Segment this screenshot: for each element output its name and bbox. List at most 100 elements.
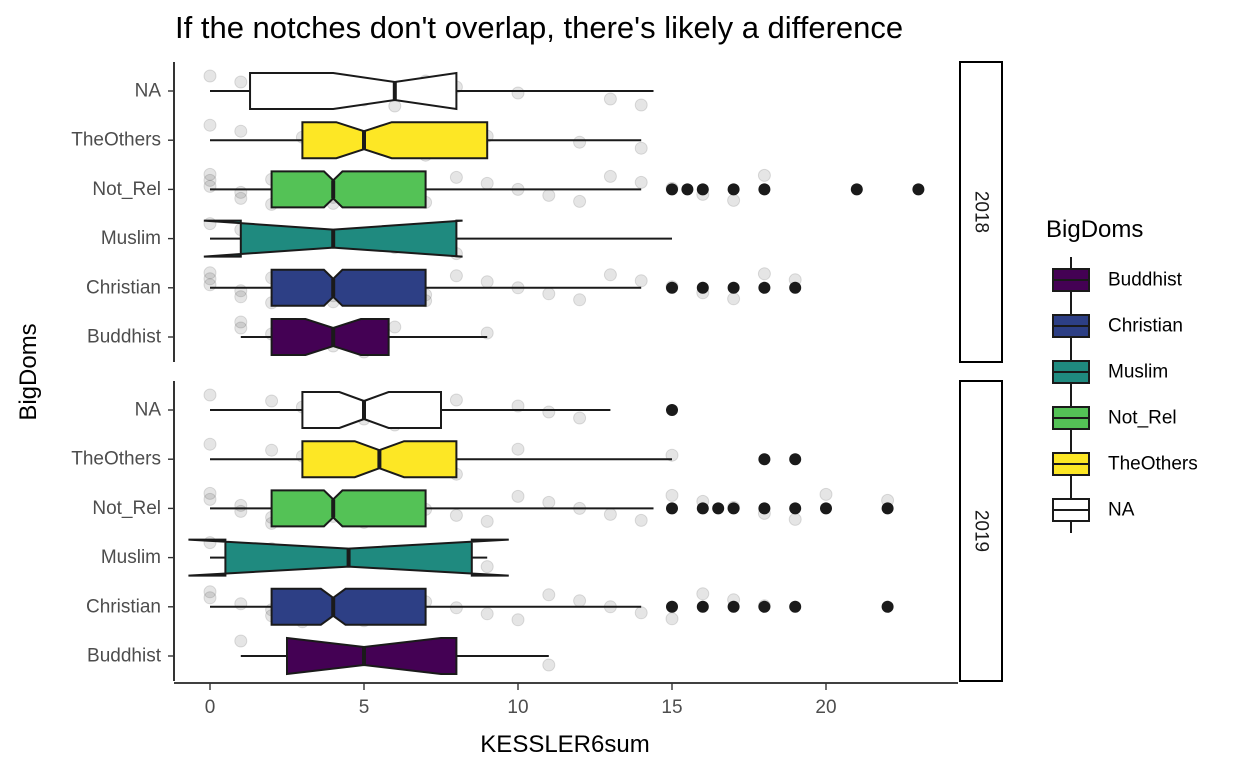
jitter-point [634,98,648,112]
jitter-point [603,507,617,521]
outlier-point [727,502,740,515]
outlier-point [727,183,740,196]
y-tick-label: Muslim [101,228,161,249]
legend: BigDoms Buddhist Christian Muslim Not_Rel Th… [1046,216,1198,533]
legend-item-Christian: Christian [1052,303,1183,349]
jitter-point [480,176,494,190]
jitter-point [203,266,217,280]
jitter-point [511,442,525,456]
jitter-point [203,167,217,181]
y-tick-label: Christian [86,596,161,617]
jitter-point [203,585,217,599]
facet-panels: 2018 Buddhist Christian Muslim Not_Rel TheOth… [71,61,1003,682]
y-tick-label: Christian [86,277,161,298]
jitter-point [542,495,556,509]
jitter-point [480,560,494,574]
jitter-point [234,191,248,205]
jitter-point [542,588,556,602]
y-tick-label: TheOthers [71,130,161,151]
jitter-point [234,321,248,335]
x-axis: 0 5 10 15 20 [174,682,958,718]
legend-label: NA [1108,500,1135,521]
jitter-point [603,92,617,106]
jitter-point [634,141,648,155]
jitter-point [388,99,402,113]
outlier-point [696,600,709,613]
jitter-point [234,290,248,304]
outlier-point [758,183,771,196]
facet-panel-2018: 2018 Buddhist Christian Muslim Not_Rel TheOth… [71,61,1003,363]
jitter-point [203,437,217,451]
jitter-point [480,607,494,621]
y-tick-label: TheOthers [71,449,161,470]
jitter-point [603,169,617,183]
y-tick-label: Buddhist [87,646,162,667]
jitter-point [203,492,217,506]
outlier-point [789,281,802,294]
jitter-point [480,514,494,528]
jitter-point [757,267,771,281]
jitter-point [634,513,648,527]
jitter-point [573,594,587,608]
jitter-point [696,587,710,601]
x-axis-title: KESSLER6sum [480,731,649,758]
x-tick-label: 15 [661,697,682,718]
y-tick-label: NA [135,400,162,421]
jitter-point [203,173,217,187]
jitter-point [234,124,248,138]
facet-strip [959,380,1003,682]
box-Not_Rel [270,170,427,209]
jitter-point [573,293,587,307]
y-tick-label: NA [135,81,162,102]
box-Christian [270,587,427,626]
jitter-point [603,268,617,282]
jitter-point [573,135,587,149]
legend-title: BigDoms [1046,216,1143,243]
outlier-point [758,600,771,613]
legend-label: Christian [1108,316,1183,337]
y-tick-label: Muslim [101,547,161,568]
jitter-point [449,508,463,522]
jitter-point [449,393,463,407]
outlier-point [727,600,740,613]
outlier-point [696,183,709,196]
outlier-point [881,502,894,515]
y-tick-label: Not_Rel [92,498,161,519]
outlier-point [912,183,925,196]
jitter-point [234,597,248,611]
jitter-point [727,292,741,306]
outlier-point [712,502,725,515]
x-tick-label: 20 [815,697,836,718]
x-tick-label: 5 [359,697,370,718]
jitter-point [234,315,248,329]
legend-item-Not_Rel: Not_Rel [1052,395,1177,441]
box-TheOthers [301,121,489,160]
chart-title: If the notches don't overlap, there's li… [175,10,903,45]
legend-label: TheOthers [1108,454,1198,475]
jitter-point [203,179,217,193]
outlier-point [850,183,863,196]
jitter-point [727,193,741,207]
outlier-point [696,502,709,515]
jitter-point [542,188,556,202]
jitter-point [634,175,648,189]
outlier-point [789,502,802,515]
jitter-point [203,69,217,83]
legend-label: Buddhist [1108,270,1183,291]
jitter-point [449,269,463,283]
y-tick-label: Buddhist [87,327,162,348]
jitter-point [203,388,217,402]
jitter-point [449,170,463,184]
box-NA [301,391,442,429]
jitter-point [203,486,217,500]
x-tick-label: 10 [507,697,528,718]
jitter-point [665,612,679,626]
y-tick-label: Not_Rel [92,179,161,200]
box-Not_Rel [270,489,427,528]
box-NA [249,71,458,111]
jitter-point [757,168,771,182]
jitter-point [388,320,402,334]
outlier-point [727,281,740,294]
facet-strip-label: 2019 [971,510,992,552]
